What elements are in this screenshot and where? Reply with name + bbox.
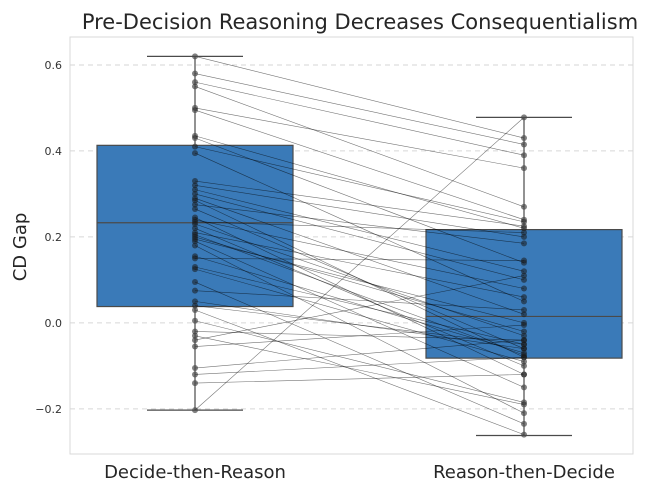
paired-line: [194, 73, 525, 145]
y-tick-label: 0.0: [45, 317, 63, 330]
data-point-reason-then-decide: [521, 276, 527, 283]
paired-line: [194, 281, 525, 425]
data-point-decide-then-reason: [192, 197, 198, 204]
data-point-reason-then-decide: [521, 341, 527, 348]
data-point-decide-then-reason: [192, 205, 198, 212]
paired-line: [194, 238, 525, 324]
paired-line: [194, 107, 525, 169]
paired-line: [194, 255, 525, 354]
paired-line: [194, 219, 525, 289]
data-point-decide-then-reason: [192, 279, 198, 286]
data-point-reason-then-decide: [521, 229, 527, 236]
data-point-reason-then-decide: [521, 240, 527, 247]
paired-line: [194, 275, 525, 341]
data-point-reason-then-decide: [521, 298, 527, 305]
y-tick-label: −0.2: [35, 403, 62, 416]
data-point-reason-then-decide: [521, 337, 527, 344]
paired-line: [194, 305, 525, 345]
data-point-decide-then-reason: [192, 298, 198, 305]
data-point-reason-then-decide: [521, 311, 527, 318]
x-tick-label: Decide-then-Reason: [104, 462, 286, 483]
x-tick-label: Reason-then-Decide: [433, 462, 615, 483]
paired-line: [194, 135, 525, 229]
paired-line: [194, 324, 525, 347]
data-point-reason-then-decide: [521, 294, 527, 301]
data-point-decide-then-reason: [192, 302, 198, 309]
paired-line: [194, 223, 525, 337]
paired-line: [194, 356, 525, 375]
paired-line: [194, 236, 525, 332]
paired-line: [194, 208, 525, 349]
paired-line: [194, 185, 525, 238]
data-point-reason-then-decide: [521, 268, 527, 275]
y-axis-label: CD Gap: [10, 213, 31, 282]
data-point-decide-then-reason: [192, 238, 198, 245]
data-point-decide-then-reason: [192, 178, 198, 185]
paired-line: [194, 109, 525, 220]
data-point-reason-then-decide: [521, 285, 527, 292]
data-point-reason-then-decide: [521, 233, 527, 240]
data-point-decide-then-reason: [192, 221, 198, 228]
y-tick-label: 0.4: [45, 145, 63, 158]
y-tick-label: 0.2: [45, 231, 63, 244]
data-point-reason-then-decide: [521, 328, 527, 335]
paired-line: [194, 228, 525, 367]
data-point-decide-then-reason: [192, 150, 198, 157]
paired-line: [194, 234, 525, 356]
paired-line: [194, 81, 525, 156]
paired-line: [194, 180, 525, 227]
chart-title: Pre-Decision Reasoning Decreases Consequ…: [82, 10, 638, 34]
data-point-reason-then-decide: [521, 354, 527, 361]
paired-line: [194, 320, 525, 403]
paired-line: [194, 266, 525, 345]
data-point-decide-then-reason: [192, 190, 198, 197]
paired-line: [194, 137, 525, 263]
data-point-reason-then-decide: [521, 257, 527, 264]
paired-line: [194, 56, 525, 139]
data-point-decide-then-reason: [192, 201, 198, 208]
data-point-decide-then-reason: [192, 186, 198, 193]
data-point-decide-then-reason: [192, 266, 198, 273]
data-point-reason-then-decide: [521, 345, 527, 352]
paired-line: [194, 86, 525, 208]
y-tick-labels: −0.2 0.0 0.2 0.4 0.6: [35, 59, 62, 416]
paired-line: [194, 268, 525, 362]
data-point-decide-then-reason: [192, 242, 198, 249]
y-tick-label: 0.6: [45, 59, 63, 72]
data-point-decide-then-reason: [192, 143, 198, 150]
paired-line: [194, 258, 525, 261]
data-point-decide-then-reason: [192, 182, 198, 189]
paired-line: [194, 217, 525, 375]
data-point-reason-then-decide: [521, 322, 527, 329]
data-point-decide-then-reason: [192, 225, 198, 232]
paired-line: [194, 245, 525, 414]
paired-line: [194, 193, 525, 281]
paired-line: [194, 335, 525, 405]
data-point-reason-then-decide: [521, 306, 527, 313]
paired-line: [194, 339, 525, 369]
paired-lines: [194, 56, 525, 435]
data-point-decide-then-reason: [192, 287, 198, 294]
data-point-reason-then-decide: [521, 272, 527, 279]
x-tick-labels: Decide-then-Reason Reason-then-Decide: [104, 462, 615, 483]
paired-line: [194, 117, 525, 411]
data-point-reason-then-decide: [521, 349, 527, 356]
paired-line: [194, 189, 525, 272]
paired-line: [194, 290, 525, 311]
data-point-reason-then-decide: [521, 332, 527, 339]
paired-line: [194, 240, 525, 388]
paired-line: [194, 146, 525, 223]
paired-line: [194, 197, 525, 315]
paired-line: [194, 204, 525, 244]
paired-line: [194, 221, 525, 233]
paired-line: [194, 374, 525, 384]
whisker-layer: [147, 55, 572, 437]
paired-line: [194, 309, 525, 435]
data-point-decide-then-reason: [192, 255, 198, 262]
